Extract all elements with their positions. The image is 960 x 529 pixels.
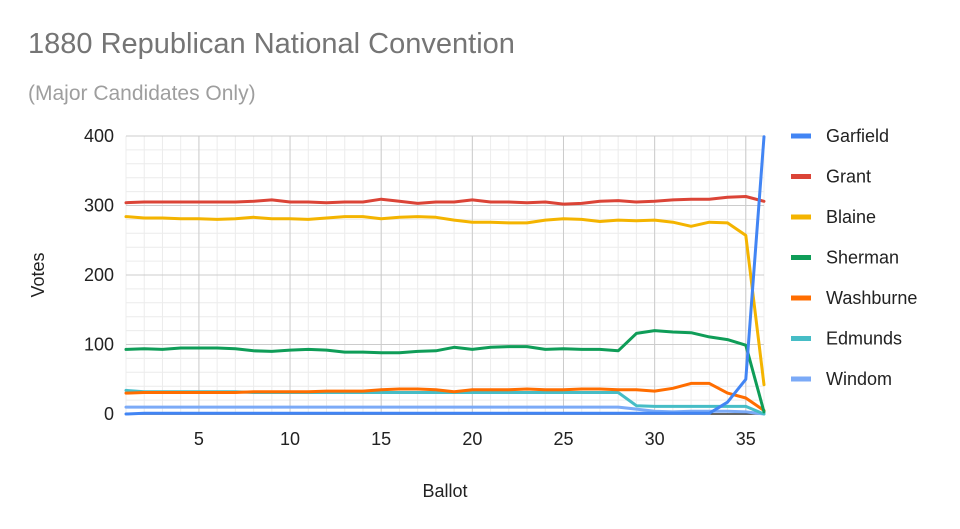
series-line-washburne bbox=[124, 381, 766, 412]
grid-lines bbox=[125, 135, 765, 414]
x-tick-label: 25 bbox=[553, 429, 573, 449]
legend-label-windom: Windom bbox=[826, 369, 892, 389]
series-line-sherman bbox=[124, 329, 766, 414]
legend-label-grant: Grant bbox=[826, 167, 871, 187]
x-axis-label: Ballot bbox=[422, 481, 467, 501]
y-tick-label: 300 bbox=[84, 196, 114, 216]
series-line-windom bbox=[124, 405, 766, 416]
chart-subtitle: (Major Candidates Only) bbox=[28, 82, 256, 105]
y-tick-label: 0 bbox=[104, 404, 114, 424]
legend-label-washburne: Washburne bbox=[826, 288, 917, 308]
legend-label-sherman: Sherman bbox=[826, 248, 899, 268]
x-tick-label: 15 bbox=[371, 429, 391, 449]
x-tick-label: 20 bbox=[462, 429, 482, 449]
legend-label-blaine: Blaine bbox=[826, 207, 876, 227]
series-lines bbox=[124, 135, 766, 416]
y-tick-label: 100 bbox=[84, 335, 114, 355]
legend-label-edmunds: Edmunds bbox=[826, 329, 902, 349]
x-tick-label: 10 bbox=[280, 429, 300, 449]
legend: Garfield Grant Blaine Sherman Washburne Edmun… bbox=[791, 126, 917, 389]
x-tick-label: 5 bbox=[194, 429, 204, 449]
chart-title: 1880 Republican National Convention bbox=[28, 28, 515, 60]
axes: 5 10 15 20 25 30 35 0 100 200 300 400 bbox=[84, 126, 764, 449]
series-line-blaine bbox=[124, 215, 766, 387]
y-tick-label: 200 bbox=[84, 265, 114, 285]
y-axis-label: Votes bbox=[28, 252, 48, 297]
x-tick-label: 30 bbox=[645, 429, 665, 449]
legend-label-garfield: Garfield bbox=[826, 126, 889, 146]
series-line-grant bbox=[124, 195, 766, 206]
y-tick-label: 400 bbox=[84, 126, 114, 146]
series-line-garfield bbox=[124, 135, 766, 416]
x-tick-label: 35 bbox=[736, 429, 756, 449]
